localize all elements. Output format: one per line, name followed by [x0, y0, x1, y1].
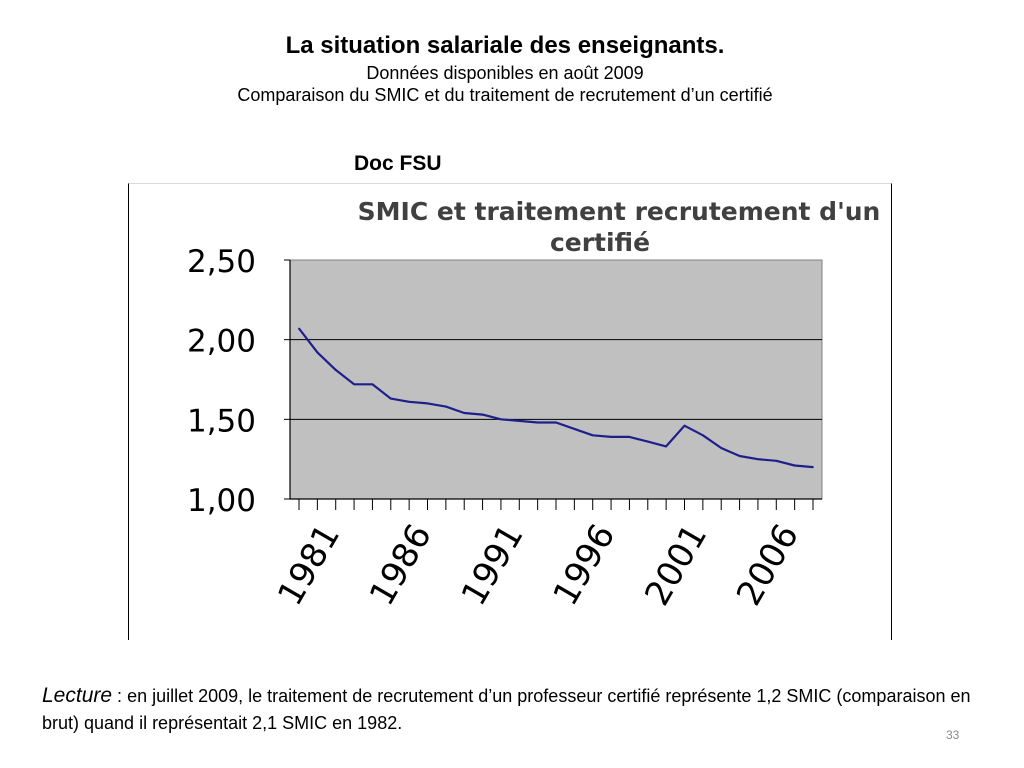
data-point [389, 397, 392, 400]
data-point [812, 466, 814, 469]
y-tick-label: 1,00 [187, 483, 256, 519]
y-tick-label: 2,50 [187, 244, 256, 280]
data-point [793, 464, 796, 467]
data-point [444, 405, 447, 408]
data-point [610, 435, 612, 438]
data-point [591, 434, 594, 437]
reading-caption: Lecture : en juillet 2009, le traitement… [42, 682, 992, 737]
data-point [481, 413, 484, 416]
y-tick-label: 2,00 [187, 324, 256, 360]
data-point [720, 447, 723, 449]
data-point [536, 421, 539, 424]
data-point [646, 440, 649, 443]
data-point [408, 400, 411, 403]
data-point [573, 427, 576, 430]
chart-title-line-1: SMIC et traitement recrutement d'un [358, 197, 881, 226]
y-tick-label: 1,50 [187, 403, 256, 439]
x-tick-label: 2001 [637, 518, 715, 613]
data-point [298, 327, 300, 330]
line-chart: SMIC et traitement recrutement d'uncerti… [187, 197, 881, 613]
x-tick-label: 2006 [729, 518, 807, 613]
page-number: 33 [946, 728, 960, 742]
slide-title: La situation salariale des enseignants. [285, 32, 725, 59]
slide-subtitle-date: Données disponibles en août 2009 [366, 63, 644, 83]
data-point [757, 458, 759, 461]
doc-source-label: Doc FSU [354, 152, 442, 175]
data-point [555, 421, 557, 424]
data-point [518, 420, 521, 422]
data-point [701, 434, 704, 437]
data-point [371, 383, 374, 386]
data-point [316, 351, 319, 354]
caption-lead: Lecture [42, 684, 113, 707]
data-point [738, 455, 741, 457]
data-point [334, 369, 337, 371]
chart-title-line-2: certifié [550, 228, 650, 257]
data-point [683, 424, 686, 427]
x-tick-label: 1986 [362, 518, 440, 613]
data-point [463, 412, 466, 414]
slide-header: La situation salariale des enseignants. … [0, 30, 1010, 106]
x-tick-label: 1996 [546, 518, 624, 613]
data-point [426, 402, 429, 405]
data-point [665, 445, 668, 448]
caption-text: en juillet 2009, le traitement de recrut… [42, 686, 971, 733]
data-point [775, 459, 778, 462]
data-point [353, 383, 355, 386]
caption-separator: : [112, 686, 128, 706]
chart-frame: SMIC et traitement recrutement d'un certi… [128, 183, 892, 640]
data-point [628, 435, 631, 438]
x-tick-label: 1991 [454, 518, 532, 613]
slide-subtitle-comparison: Comparaison du SMIC et du traitement de … [237, 85, 773, 105]
plot-area [289, 259, 823, 500]
x-tick-label: 1981 [270, 518, 348, 613]
data-point [500, 418, 502, 421]
